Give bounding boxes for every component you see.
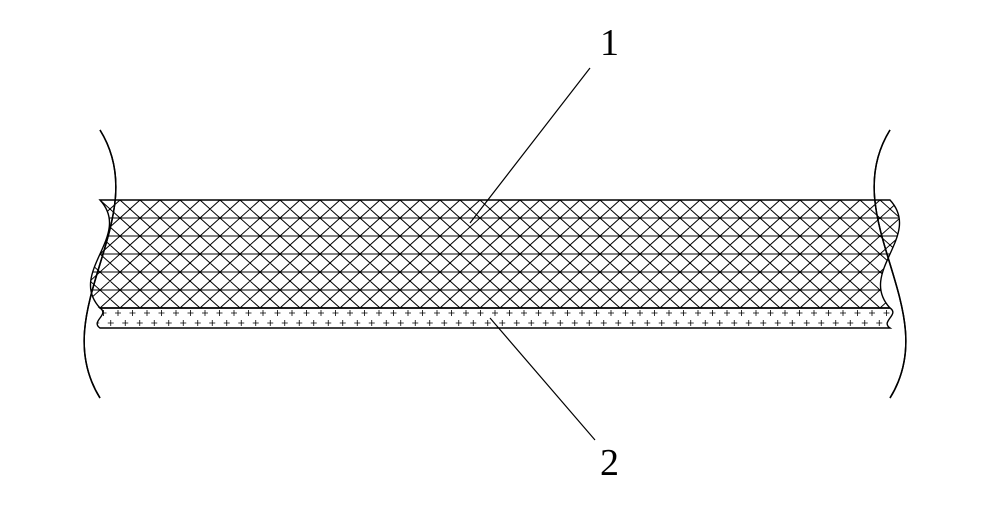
break-curve-bottom-right xyxy=(874,130,906,398)
label-2-leader xyxy=(490,318,595,440)
bottom-layer-hatch xyxy=(57,310,926,326)
top-layer-hatch xyxy=(0,200,1000,308)
label-2-text: 2 xyxy=(600,442,619,484)
cross-section-diagram: 1 2 xyxy=(0,0,1000,514)
label-1-text: 1 xyxy=(600,22,619,64)
